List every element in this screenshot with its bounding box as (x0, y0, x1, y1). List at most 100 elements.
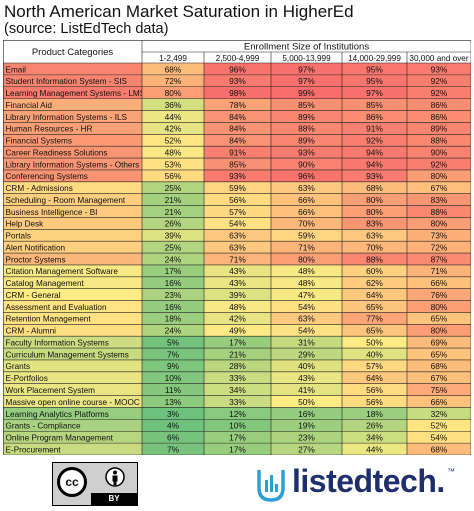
category-label: Email (6, 65, 27, 74)
value-label: 70% (298, 219, 315, 229)
category-label: Assessment and Evaluation (6, 303, 107, 312)
value-cell (407, 146, 471, 159)
category-cell (3, 419, 142, 432)
value-label: 84% (229, 112, 246, 122)
value-label: 7% (167, 444, 180, 454)
value-label: 80% (431, 219, 448, 229)
value-cell (271, 300, 342, 313)
listedtech-logo-icon (257, 470, 285, 502)
value-label: 84% (229, 136, 246, 146)
value-cell (204, 264, 271, 277)
value-label: 80% (366, 195, 383, 205)
value-cell (204, 86, 271, 99)
value-cell (407, 288, 471, 301)
value-cell (204, 312, 271, 325)
value-cell (204, 407, 271, 420)
value-label: 65% (431, 314, 448, 324)
value-cell (342, 300, 407, 313)
value-cell (342, 431, 407, 444)
value-cell (271, 312, 342, 325)
value-cell (407, 300, 471, 313)
value-label: 89% (298, 136, 315, 146)
value-cell (271, 348, 342, 360)
value-cell (271, 229, 342, 242)
value-cell (271, 359, 342, 372)
value-label: 57% (366, 361, 383, 371)
category-label: Retention Management (6, 315, 92, 324)
value-cell (204, 158, 271, 170)
value-cell (407, 407, 471, 420)
value-label: 88% (431, 207, 448, 217)
value-cell (342, 193, 407, 206)
value-label: 75% (431, 385, 448, 395)
value-label: 17% (229, 433, 246, 443)
value-cell (271, 324, 342, 337)
category-label: Online Program Management (6, 434, 114, 443)
value-label: 40% (366, 349, 383, 359)
column-header: 5,000-13,999 (282, 54, 331, 63)
value-cell (342, 217, 407, 230)
value-cell (142, 288, 204, 301)
value-label: 68% (165, 64, 182, 74)
value-cell (204, 63, 271, 75)
value-cell (204, 383, 271, 396)
column-header: 1-2,499 (159, 54, 187, 63)
category-label: Student Information System - SIS (6, 77, 128, 86)
value-cell (342, 383, 407, 396)
category-cell (3, 253, 142, 265)
value-cell (204, 74, 271, 87)
category-cell (3, 300, 142, 313)
value-cell (204, 300, 271, 313)
value-label: 34% (366, 433, 383, 443)
value-label: 43% (229, 278, 246, 288)
column-header-cell (407, 52, 471, 63)
value-label: 31% (298, 337, 315, 347)
value-label: 92% (366, 136, 383, 146)
value-label: 73% (431, 231, 448, 241)
value-label: 92% (431, 159, 448, 169)
value-label: 44% (366, 444, 383, 454)
category-label: E-Procurement (6, 445, 62, 454)
value-cell (142, 383, 204, 396)
value-label: 9% (167, 361, 180, 371)
value-label: 80% (431, 302, 448, 312)
listedtech-logo-text: listedtech. (292, 463, 445, 499)
category-label: Financial Systems (6, 137, 72, 146)
value-cell (342, 324, 407, 337)
category-cell (3, 276, 142, 289)
value-cell (407, 169, 471, 182)
value-label: 66% (298, 195, 315, 205)
value-cell (204, 395, 271, 408)
value-label: 40% (298, 361, 315, 371)
value-cell (204, 169, 271, 182)
value-label: 97% (366, 88, 383, 98)
value-label: 4% (167, 421, 180, 431)
value-cell (204, 443, 271, 455)
value-label: 97% (298, 64, 315, 74)
value-label: 84% (229, 124, 246, 134)
value-cell (271, 158, 342, 170)
value-label: 26% (165, 219, 182, 229)
value-label: 23% (298, 433, 315, 443)
value-label: 56% (366, 385, 383, 395)
value-cell (142, 407, 204, 420)
category-label: Massive open online course - MOOC (6, 398, 140, 407)
category-cell (3, 288, 142, 301)
value-label: 71% (229, 254, 246, 264)
category-label: Human Resources - HR (6, 125, 93, 134)
value-cell (271, 193, 342, 206)
value-label: 63% (298, 314, 315, 324)
value-cell (407, 336, 471, 349)
category-cell (3, 205, 142, 218)
value-cell (142, 276, 204, 289)
value-label: 78% (229, 100, 246, 110)
value-label: 43% (229, 266, 246, 276)
value-label: 24% (165, 326, 182, 336)
column-header: 2,500-4,999 (216, 54, 260, 63)
value-label: 80% (165, 88, 182, 98)
value-label: 48% (165, 147, 182, 157)
value-cell (204, 431, 271, 444)
chart-subtitle: (source: ListEdTech data) (4, 21, 169, 37)
value-cell (142, 312, 204, 325)
value-label: 42% (229, 314, 246, 324)
